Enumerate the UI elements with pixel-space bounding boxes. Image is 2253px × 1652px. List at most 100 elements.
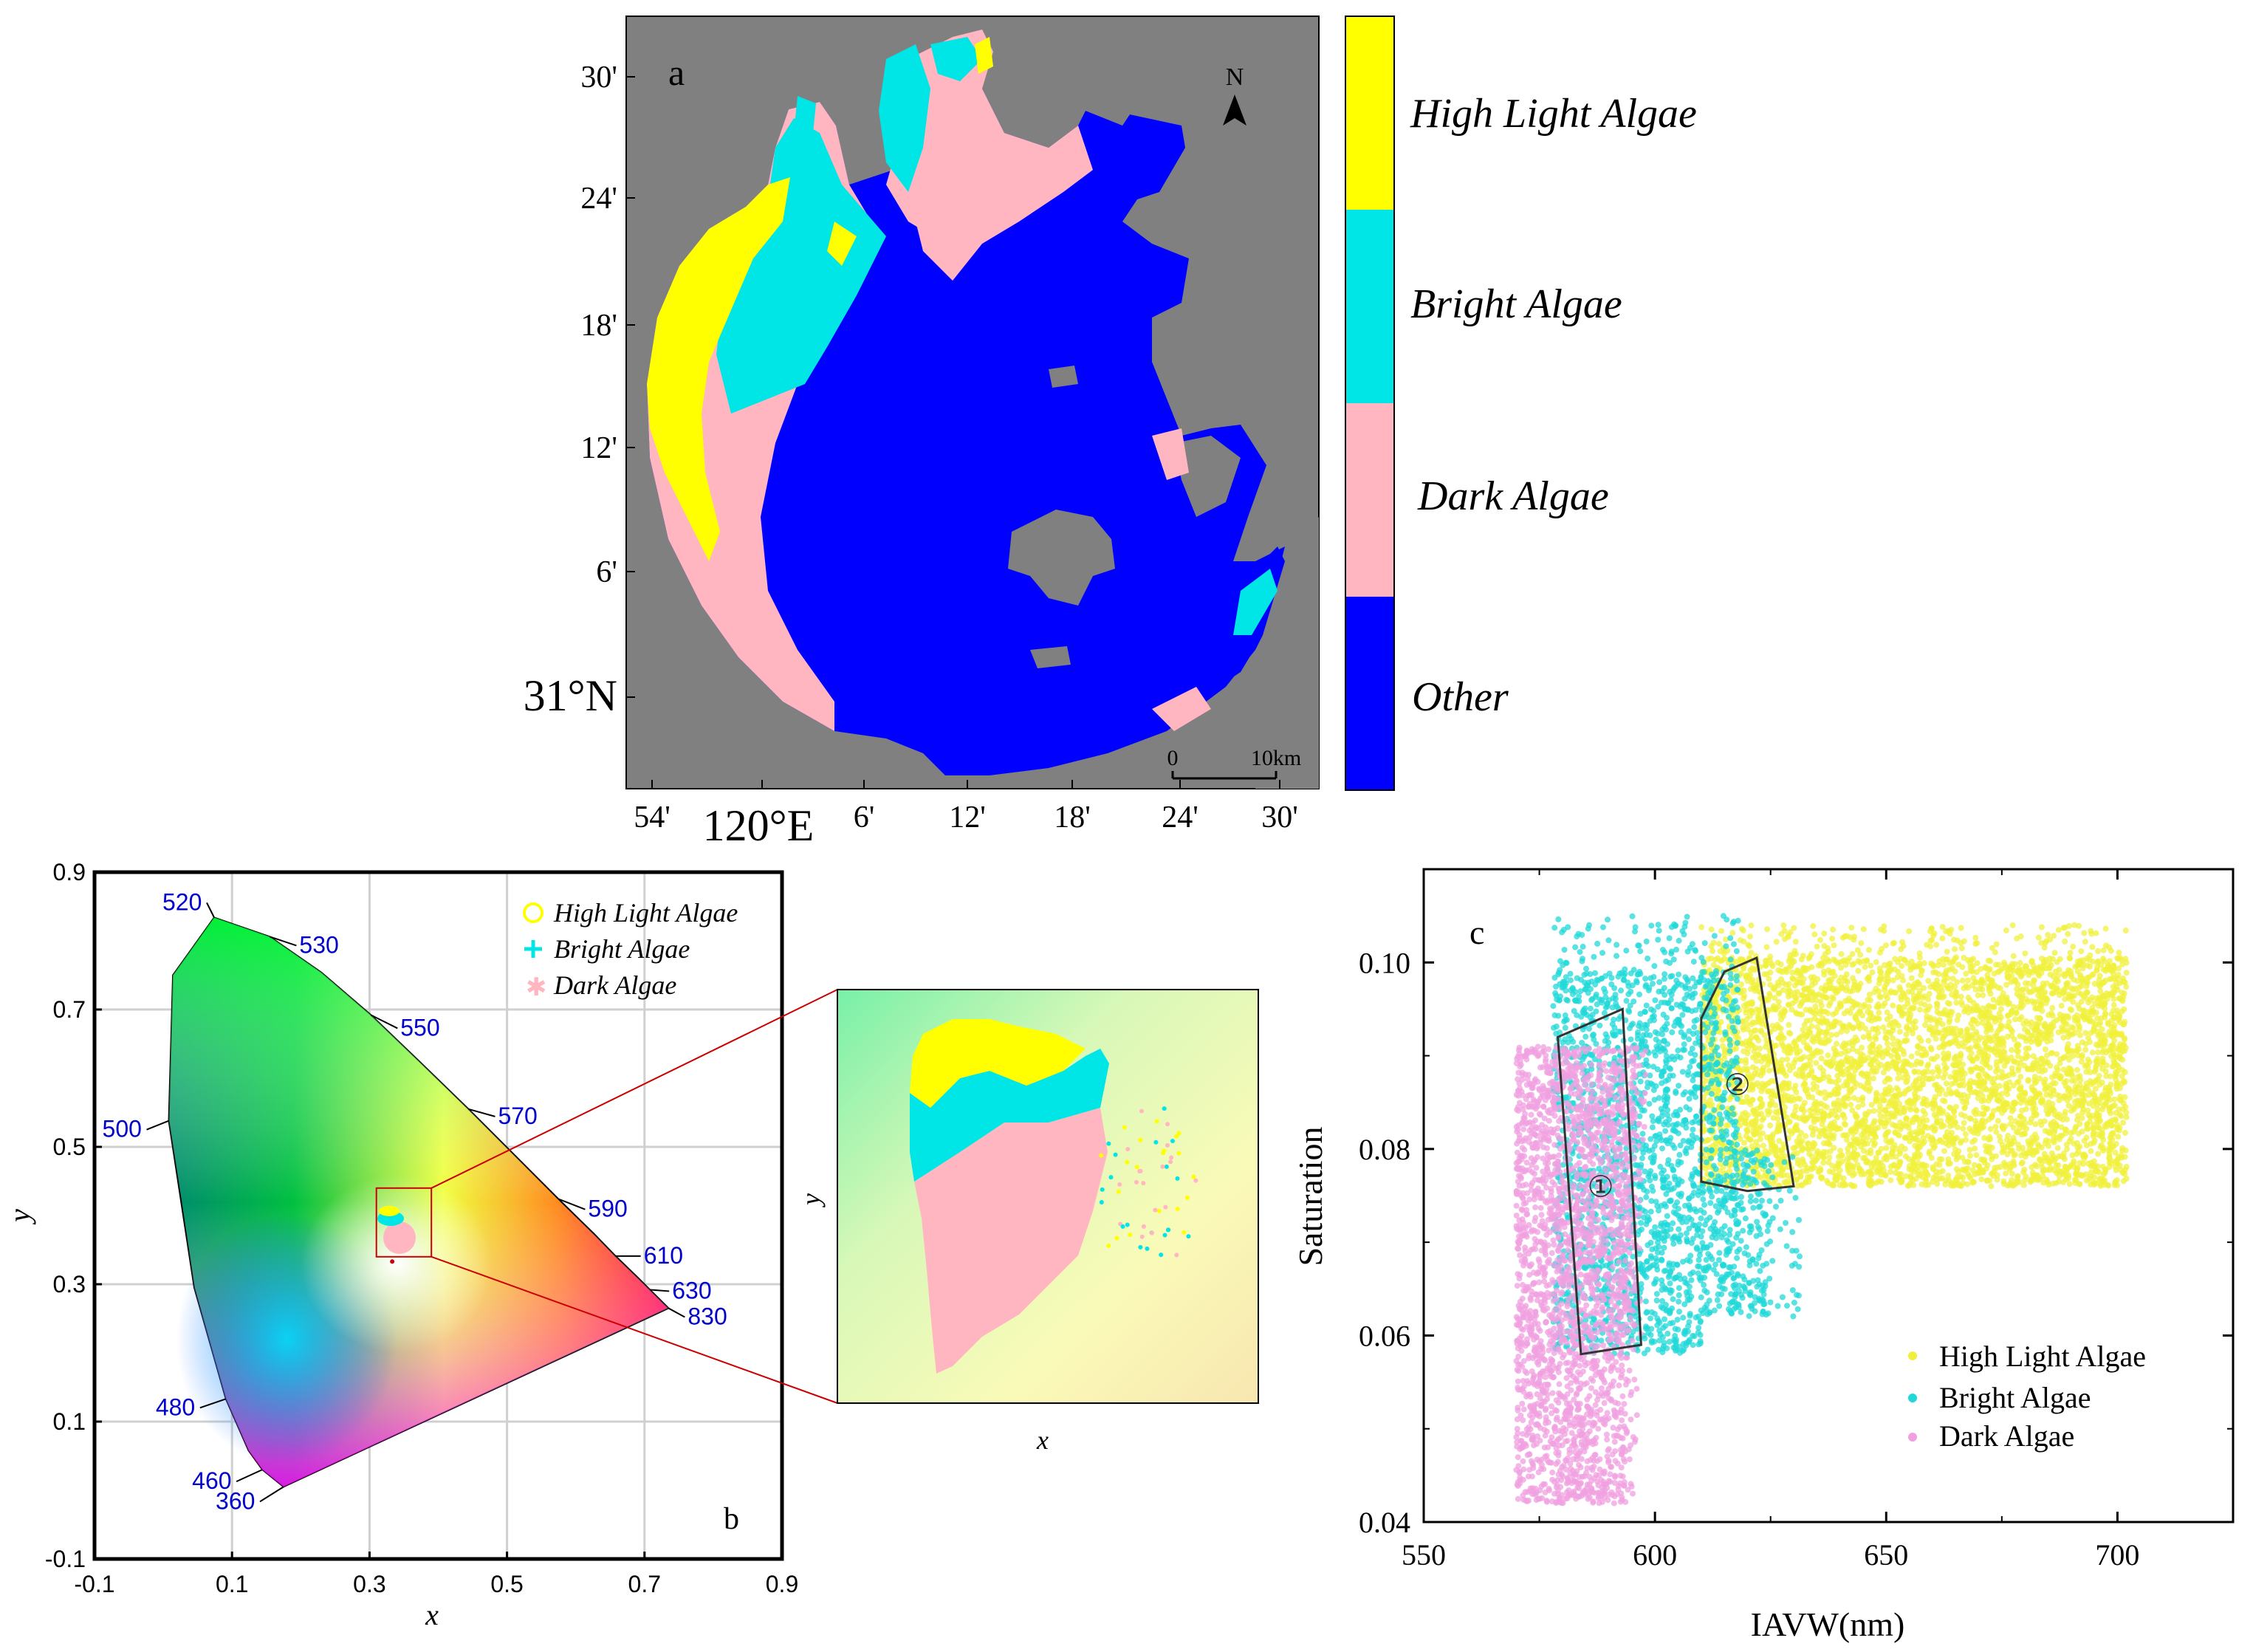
wavelength-leader-line (199, 1398, 227, 1409)
scatter-point (2097, 988, 2104, 995)
scatter-point (2120, 1100, 2127, 1106)
scatter-point (1803, 1133, 1808, 1139)
scatter-point (1820, 1159, 1827, 1166)
scatter-point (2116, 965, 2122, 972)
scatter-point (1814, 1077, 1821, 1083)
scatter-point (1879, 1054, 1886, 1060)
scatter-point (1960, 1125, 1966, 1132)
scatter-point (2041, 1022, 2048, 1029)
scatter-point (2072, 1125, 2079, 1131)
scatter-point (1847, 1010, 1854, 1016)
scatter-point (1769, 961, 1775, 967)
scatter-point (1784, 1178, 1791, 1185)
scatter-point (1808, 974, 1814, 981)
scatter-point (1870, 1026, 1876, 1032)
scatter-point (2003, 927, 2009, 933)
scatter-point (1972, 941, 1979, 947)
scatter-point (2011, 1162, 2017, 1169)
scatter-point (2116, 949, 2122, 956)
scatter-point (1882, 1171, 1888, 1178)
scatter-point (2081, 930, 2088, 936)
scatter-point (2043, 1176, 2050, 1183)
scatter-point (1942, 1071, 1949, 1077)
x-tick-label: 0.3 (353, 1571, 385, 1597)
scatter-point (1842, 1122, 1849, 1128)
scatter-point (2071, 1140, 2077, 1147)
dark-algae-cluster (383, 1221, 416, 1254)
scatter-point (1926, 1076, 1933, 1083)
scatter-point (2079, 1128, 2085, 1135)
scatter-point (1830, 926, 1837, 933)
scatter-point (2122, 1069, 2128, 1075)
scatter-point (1894, 1054, 1901, 1060)
scatter-point (1983, 1106, 1989, 1113)
scatter-point (2065, 930, 2071, 937)
wavelength-leader-line (558, 1198, 586, 1210)
scatter-point (2095, 1049, 2102, 1055)
plot-b-ticks: -0.1 0.1 0.3 0.5 0.7 0.9-0.10.10.30.50.70.9 (45, 859, 798, 1597)
wavelength-label: 550 (400, 1014, 439, 1041)
scatter-point (1849, 1154, 1856, 1160)
inset-point (1128, 1233, 1133, 1238)
white-point-marker (390, 1259, 395, 1264)
scatter-point (1901, 1061, 1907, 1068)
scatter-point (2090, 1133, 2096, 1139)
scatter-point (2042, 1086, 2048, 1093)
scatter-point (1969, 1058, 1976, 1064)
scatter-point (1801, 987, 1808, 993)
scatter-point (1999, 1035, 2006, 1042)
scatter-point (1797, 1173, 1804, 1179)
scatter-point (1961, 1113, 1968, 1120)
scatter-point (2123, 984, 2130, 990)
scatter-point (1918, 1081, 1924, 1088)
scatter-point (2071, 922, 2078, 928)
scatter-point (2046, 964, 2052, 971)
inset-point (1139, 1234, 1145, 1239)
scatter-point (1826, 958, 1832, 964)
inset-point (1116, 1189, 1121, 1194)
scatter-point (1902, 1134, 1909, 1141)
scatter-point (1744, 1128, 1751, 1134)
scatter-point (1941, 1098, 1948, 1105)
wavelength-leader-line (146, 1120, 169, 1131)
scatter-point (2123, 970, 2130, 976)
scatter-point (2121, 978, 2127, 985)
scatter-point (1813, 997, 1820, 1004)
scatter-point (1847, 988, 1854, 995)
scatter-point (1757, 1045, 1763, 1052)
scatter-point (1910, 1164, 1917, 1171)
scatter-point (2030, 982, 2037, 989)
scatter-point (1821, 930, 1828, 937)
scatter-point (1891, 1092, 1898, 1099)
scatter-point (1973, 969, 1980, 976)
scatter-point (1842, 998, 1848, 1004)
scatter-point (1851, 1084, 1858, 1091)
scatter-point (2042, 1067, 2048, 1074)
scatter-point (2110, 1063, 2117, 1069)
scatter-point (1859, 1044, 1865, 1051)
scatter-point (1890, 1041, 1896, 1048)
scatter-point (1896, 1161, 1903, 1168)
scatter-point (1838, 964, 1844, 971)
scatter-point (1887, 1013, 1893, 1020)
scatter-point (2053, 986, 2060, 993)
scatter-point (2102, 1000, 2108, 1007)
scatter-point (2057, 1093, 2063, 1099)
inset-xlabel: x (1036, 1425, 1049, 1455)
scatter-point (1896, 1171, 1902, 1177)
scatter-point (1761, 1032, 1768, 1038)
scatter-point (2068, 1108, 2074, 1114)
scatter-point (1952, 989, 1959, 995)
scatter-point (2119, 1057, 2126, 1063)
scatter-point (1936, 1105, 1943, 1111)
scatter-point (1918, 972, 1924, 978)
north-arrow: N (1223, 64, 1246, 126)
scatter-point (1930, 1145, 1937, 1151)
scatter-point (1794, 989, 1800, 995)
scatter-point (1851, 936, 1857, 943)
scatter-point (1848, 1162, 1855, 1169)
scatter-point (1982, 1039, 1989, 1046)
scatter-point (1855, 1104, 1862, 1110)
high-light-algae-cluster (378, 1205, 399, 1216)
scatter-point (1860, 926, 1867, 933)
